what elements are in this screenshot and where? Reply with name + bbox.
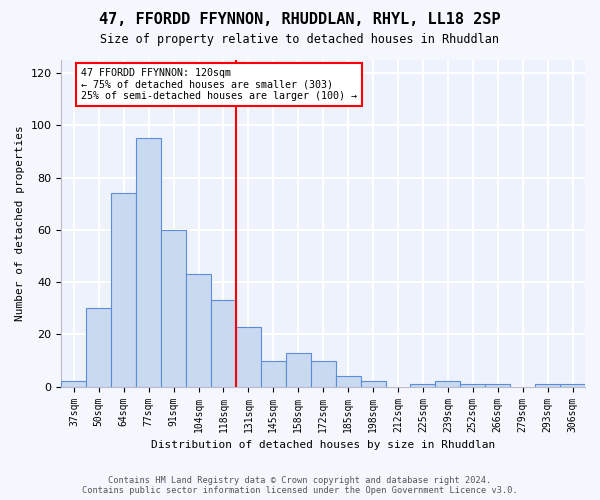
Bar	[535, 384, 560, 386]
Bar	[410, 384, 436, 386]
Bar	[111, 194, 136, 386]
Bar	[560, 384, 585, 386]
Bar	[86, 308, 111, 386]
Bar	[236, 326, 261, 386]
Bar	[311, 360, 335, 386]
Bar	[261, 360, 286, 386]
Bar	[485, 384, 510, 386]
Bar	[186, 274, 211, 386]
Bar	[61, 382, 86, 386]
Bar	[335, 376, 361, 386]
Bar	[211, 300, 236, 386]
Text: 47 FFORDD FFYNNON: 120sqm
← 75% of detached houses are smaller (303)
25% of semi: 47 FFORDD FFYNNON: 120sqm ← 75% of detac…	[82, 68, 358, 101]
X-axis label: Distribution of detached houses by size in Rhuddlan: Distribution of detached houses by size …	[151, 440, 496, 450]
Bar	[361, 382, 386, 386]
Text: Size of property relative to detached houses in Rhuddlan: Size of property relative to detached ho…	[101, 32, 499, 46]
Text: Contains HM Land Registry data © Crown copyright and database right 2024.
Contai: Contains HM Land Registry data © Crown c…	[82, 476, 518, 495]
Bar	[136, 138, 161, 386]
Bar	[286, 352, 311, 386]
Y-axis label: Number of detached properties: Number of detached properties	[15, 126, 25, 321]
Bar	[161, 230, 186, 386]
Bar	[460, 384, 485, 386]
Text: 47, FFORDD FFYNNON, RHUDDLAN, RHYL, LL18 2SP: 47, FFORDD FFYNNON, RHUDDLAN, RHYL, LL18…	[99, 12, 501, 28]
Bar	[436, 382, 460, 386]
